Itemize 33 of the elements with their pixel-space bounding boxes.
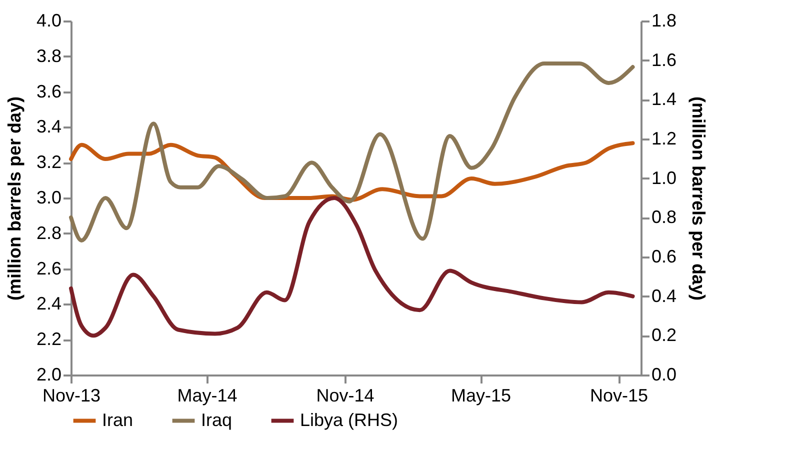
x-tick-label: May-15: [450, 386, 512, 406]
y2-tick-label: 0.0: [652, 364, 677, 384]
y2-tick-label: 1.0: [652, 168, 677, 188]
y2-axis-title: (million barrels per day): [688, 96, 709, 301]
legend-label: Iraq: [201, 410, 232, 430]
y-axis-title: (million barrels per day): [4, 96, 24, 301]
legend-label: Iran: [102, 410, 134, 430]
y-tick-label: 2.4: [36, 294, 62, 314]
y2-tick-label: 0.4: [652, 286, 677, 306]
y-tick-label: 3.0: [36, 188, 62, 208]
y-tick-label: 3.4: [36, 116, 62, 137]
y-tick-label: 3.8: [36, 46, 62, 66]
y2-tick-label: 1.6: [652, 50, 677, 70]
y-tick-label: 2.6: [36, 258, 62, 278]
y-tick-label: 2.2: [36, 329, 62, 350]
x-tick-label: Nov-14: [316, 386, 374, 406]
legend-label: Libya (RHS): [300, 410, 398, 430]
y-tick-label: 4.0: [36, 10, 62, 30]
y2-tick-label: 0.6: [652, 246, 677, 266]
line-series: [69, 196, 635, 338]
x-tick-label: May-14: [177, 386, 238, 406]
y-tick-label: 3.2: [36, 152, 62, 172]
line-series: [69, 61, 635, 242]
y-tick-label: 2.0: [36, 364, 62, 384]
y2-tick-label: 0.8: [652, 207, 677, 228]
y2-tick-label: 1.4: [652, 89, 677, 110]
y2-tick-label: 0.2: [652, 325, 677, 346]
x-tick-label: Nov-15: [590, 386, 648, 406]
y-tick-label: 2.8: [36, 222, 62, 243]
y2-tick-label: 1.2: [652, 128, 677, 148]
y-tick-label: 3.6: [36, 81, 62, 102]
y2-tick-label: 1.8: [652, 10, 677, 30]
x-tick-label: Nov-13: [42, 386, 101, 406]
